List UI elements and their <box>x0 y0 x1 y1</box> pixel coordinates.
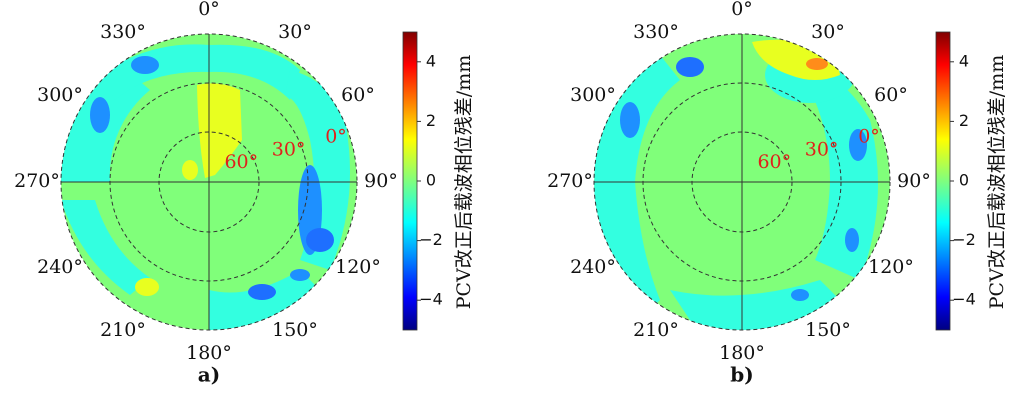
panel-a-region <box>182 160 198 180</box>
colorbar-b <box>935 31 951 331</box>
azimuth-label: 30° <box>278 21 312 43</box>
colorbar-tick-label: 0 <box>959 171 969 190</box>
azimuth-label: 330° <box>633 21 679 43</box>
labels-layer: 0°30°60°90°120°150°180°210°240°270°300°3… <box>14 0 1008 387</box>
panel-label: a) <box>198 363 220 387</box>
elevation-label: 30° <box>805 138 839 160</box>
azimuth-label: 300° <box>37 84 83 106</box>
elevation-label: 60° <box>224 151 258 173</box>
elevation-label: 0° <box>858 126 880 148</box>
panel-b-region <box>806 58 828 70</box>
azimuth-label: 180° <box>719 342 765 364</box>
colorbar-tick-label: 4 <box>959 51 969 70</box>
azimuth-label: 270° <box>547 170 593 192</box>
elevation-label: 60° <box>757 151 791 173</box>
colorbar-tick-label: 2 <box>426 111 436 130</box>
azimuth-label: 150° <box>805 319 851 341</box>
panel-a-region <box>90 97 110 133</box>
azimuth-label: 300° <box>570 84 616 106</box>
colorbar-tick-label: 4 <box>426 51 436 70</box>
panel-b-region <box>594 55 680 320</box>
azimuth-label: 90° <box>897 170 931 192</box>
azimuth-label: 0° <box>731 0 753 20</box>
elevation-label: 0° <box>325 126 347 148</box>
colorbar-tick-label: −4 <box>419 290 443 309</box>
panel-a-region <box>306 228 334 252</box>
colorbar-tick-label: −2 <box>419 230 443 249</box>
elevation-label: 30° <box>272 138 306 160</box>
panel-a <box>60 33 358 331</box>
panel-a-region <box>248 284 276 300</box>
panel-b <box>593 33 891 331</box>
azimuth-label: 270° <box>14 170 60 192</box>
colorbar-tick-label: −2 <box>952 230 976 249</box>
azimuth-label: 90° <box>364 170 398 192</box>
azimuth-label: 150° <box>272 319 318 341</box>
panel-b-region <box>676 57 704 77</box>
panel-b-region <box>849 129 867 161</box>
panel-a-region <box>61 200 150 295</box>
panel-a-region <box>197 83 242 178</box>
azimuth-label: 240° <box>37 256 83 278</box>
panel-a-region <box>131 56 159 74</box>
colorbar-a <box>402 31 418 331</box>
azimuth-label: 330° <box>100 21 146 43</box>
azimuth-label: 60° <box>341 84 375 106</box>
panel-b-region <box>845 228 859 252</box>
panel-b-region <box>810 70 878 280</box>
panel-a-region <box>135 278 159 296</box>
colorbar-title: PCV改正后载波相位残差/mm <box>453 55 475 309</box>
panel-b-region <box>791 289 809 301</box>
panel-label: b) <box>730 363 753 387</box>
azimuth-label: 120° <box>868 256 914 278</box>
azimuth-label: 180° <box>186 342 232 364</box>
azimuth-label: 210° <box>100 319 146 341</box>
colorbar-tick-label: 2 <box>959 111 969 130</box>
azimuth-label: 120° <box>335 256 381 278</box>
colorbar-tick-label: 0 <box>426 171 436 190</box>
azimuth-label: 210° <box>633 319 679 341</box>
colorbar-tick-label: −4 <box>952 290 976 309</box>
panel-a-region <box>285 70 350 270</box>
azimuth-label: 240° <box>570 256 616 278</box>
colorbar-title: PCV改正后载波相位残差/mm <box>986 55 1008 309</box>
azimuth-label: 0° <box>198 0 220 20</box>
panel-a-region <box>290 269 310 281</box>
azimuth-label: 60° <box>874 84 908 106</box>
panel-b-region <box>620 102 640 138</box>
azimuth-label: 30° <box>811 21 845 43</box>
panel-a-region <box>209 270 330 330</box>
